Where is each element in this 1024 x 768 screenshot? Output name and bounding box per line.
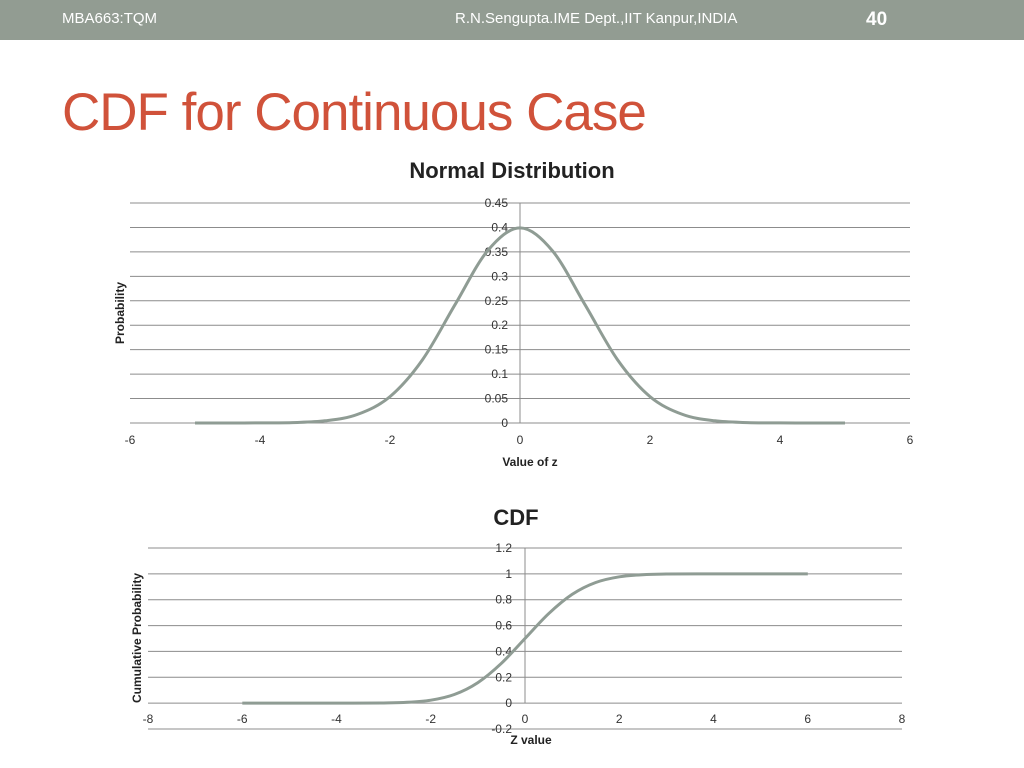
pdf-y-tick-label: 0.45 [485, 196, 509, 210]
pdf-chart-title: Normal Distribution [409, 158, 614, 183]
pdf-y-tick-label: 0.1 [491, 367, 508, 381]
pdf-x-tick-label: -2 [385, 433, 396, 447]
page-number: 40 [866, 9, 888, 30]
pdf-x-tick-label: 2 [647, 433, 654, 447]
cdf-y-tick-label: -0.2 [491, 722, 512, 736]
cdf-y-axis-label: Cumulative Probability [130, 573, 144, 703]
cdf-x-tick-label: -4 [331, 712, 342, 726]
pdf-y-tick-label: 0.2 [491, 318, 508, 332]
slide-title: CDF for Continuous Case [62, 83, 647, 142]
pdf-y-axis-label: Probability [113, 282, 127, 344]
pdf-series-line [195, 226, 845, 425]
cdf-x-tick-label: -8 [143, 712, 154, 726]
cdf-y-tick-label: 1.2 [495, 541, 512, 555]
author-label: R.N.Sengupta.IME Dept.,IIT Kanpur,INDIA [455, 10, 738, 27]
pdf-y-tick-label: 0.05 [485, 392, 509, 406]
cdf-series-line [242, 572, 808, 705]
pdf-x-tick-label: -6 [125, 433, 136, 447]
cdf-x-tick-label: 6 [804, 712, 811, 726]
cdf-y-tick-label: 0.2 [495, 670, 512, 684]
cdf-chart-title: CDF [493, 505, 538, 530]
cdf-y-tick-label: 0.6 [495, 619, 512, 633]
cdf-y-tick-label: 0 [505, 696, 512, 710]
cdf-y-tick-label: 1 [505, 567, 512, 581]
header-bar: MBA663:TQM R.N.Sengupta.IME Dept.,IIT Ka… [0, 0, 1024, 40]
cdf-x-tick-label: -2 [425, 712, 436, 726]
pdf-x-tick-label: 6 [907, 433, 914, 447]
cdf-x-tick-label: 8 [899, 712, 906, 726]
pdf-x-tick-label: -4 [255, 433, 266, 447]
pdf-y-tick-label: 0.3 [491, 269, 508, 283]
pdf-x-axis-label: Value of z [502, 455, 557, 469]
pdf-x-tick-label: 0 [517, 433, 524, 447]
cdf-x-tick-label: 2 [616, 712, 623, 726]
cdf-x-tick-label: -6 [237, 712, 248, 726]
pdf-y-tick-label: 0.25 [485, 294, 509, 308]
cdf-x-tick-label: 4 [710, 712, 717, 726]
cdf-x-axis-label: Z value [510, 733, 552, 747]
pdf-y-tick-label: 0 [501, 416, 508, 430]
pdf-y-tick-label: 0.15 [485, 343, 509, 357]
cdf-y-tick-label: 0.8 [495, 593, 512, 607]
pdf-x-tick-label: 4 [777, 433, 784, 447]
course-label: MBA663:TQM [62, 10, 158, 27]
cdf-x-tick-label: 0 [522, 712, 529, 726]
pdf-y-tick-label: 0.4 [491, 220, 508, 234]
